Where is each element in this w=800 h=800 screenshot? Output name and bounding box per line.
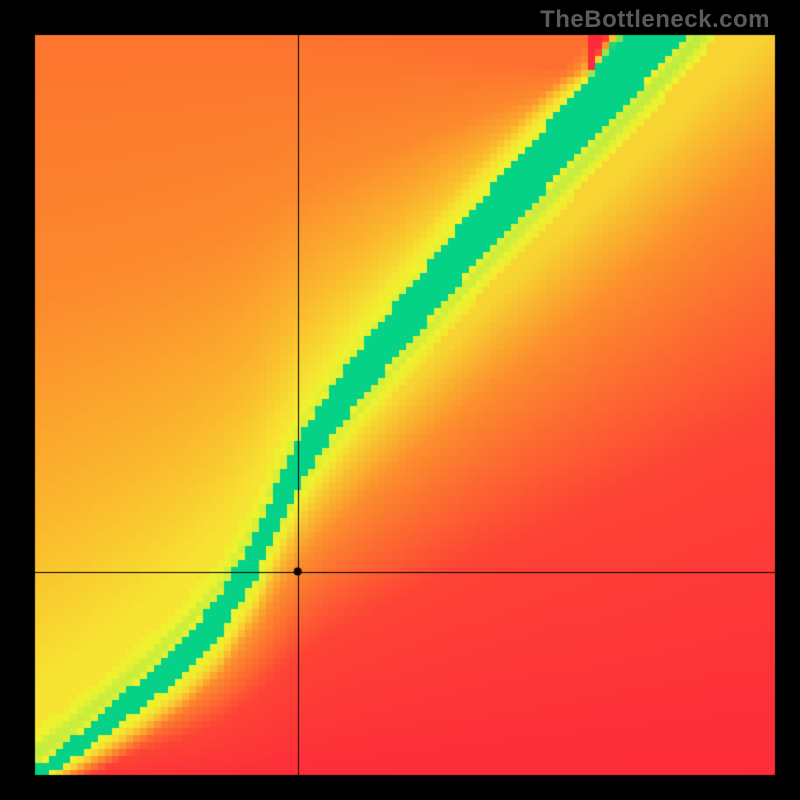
watermark-text: TheBottleneck.com — [540, 6, 770, 34]
bottleneck-heatmap — [0, 0, 800, 800]
chart-frame: TheBottleneck.com — [0, 0, 800, 800]
